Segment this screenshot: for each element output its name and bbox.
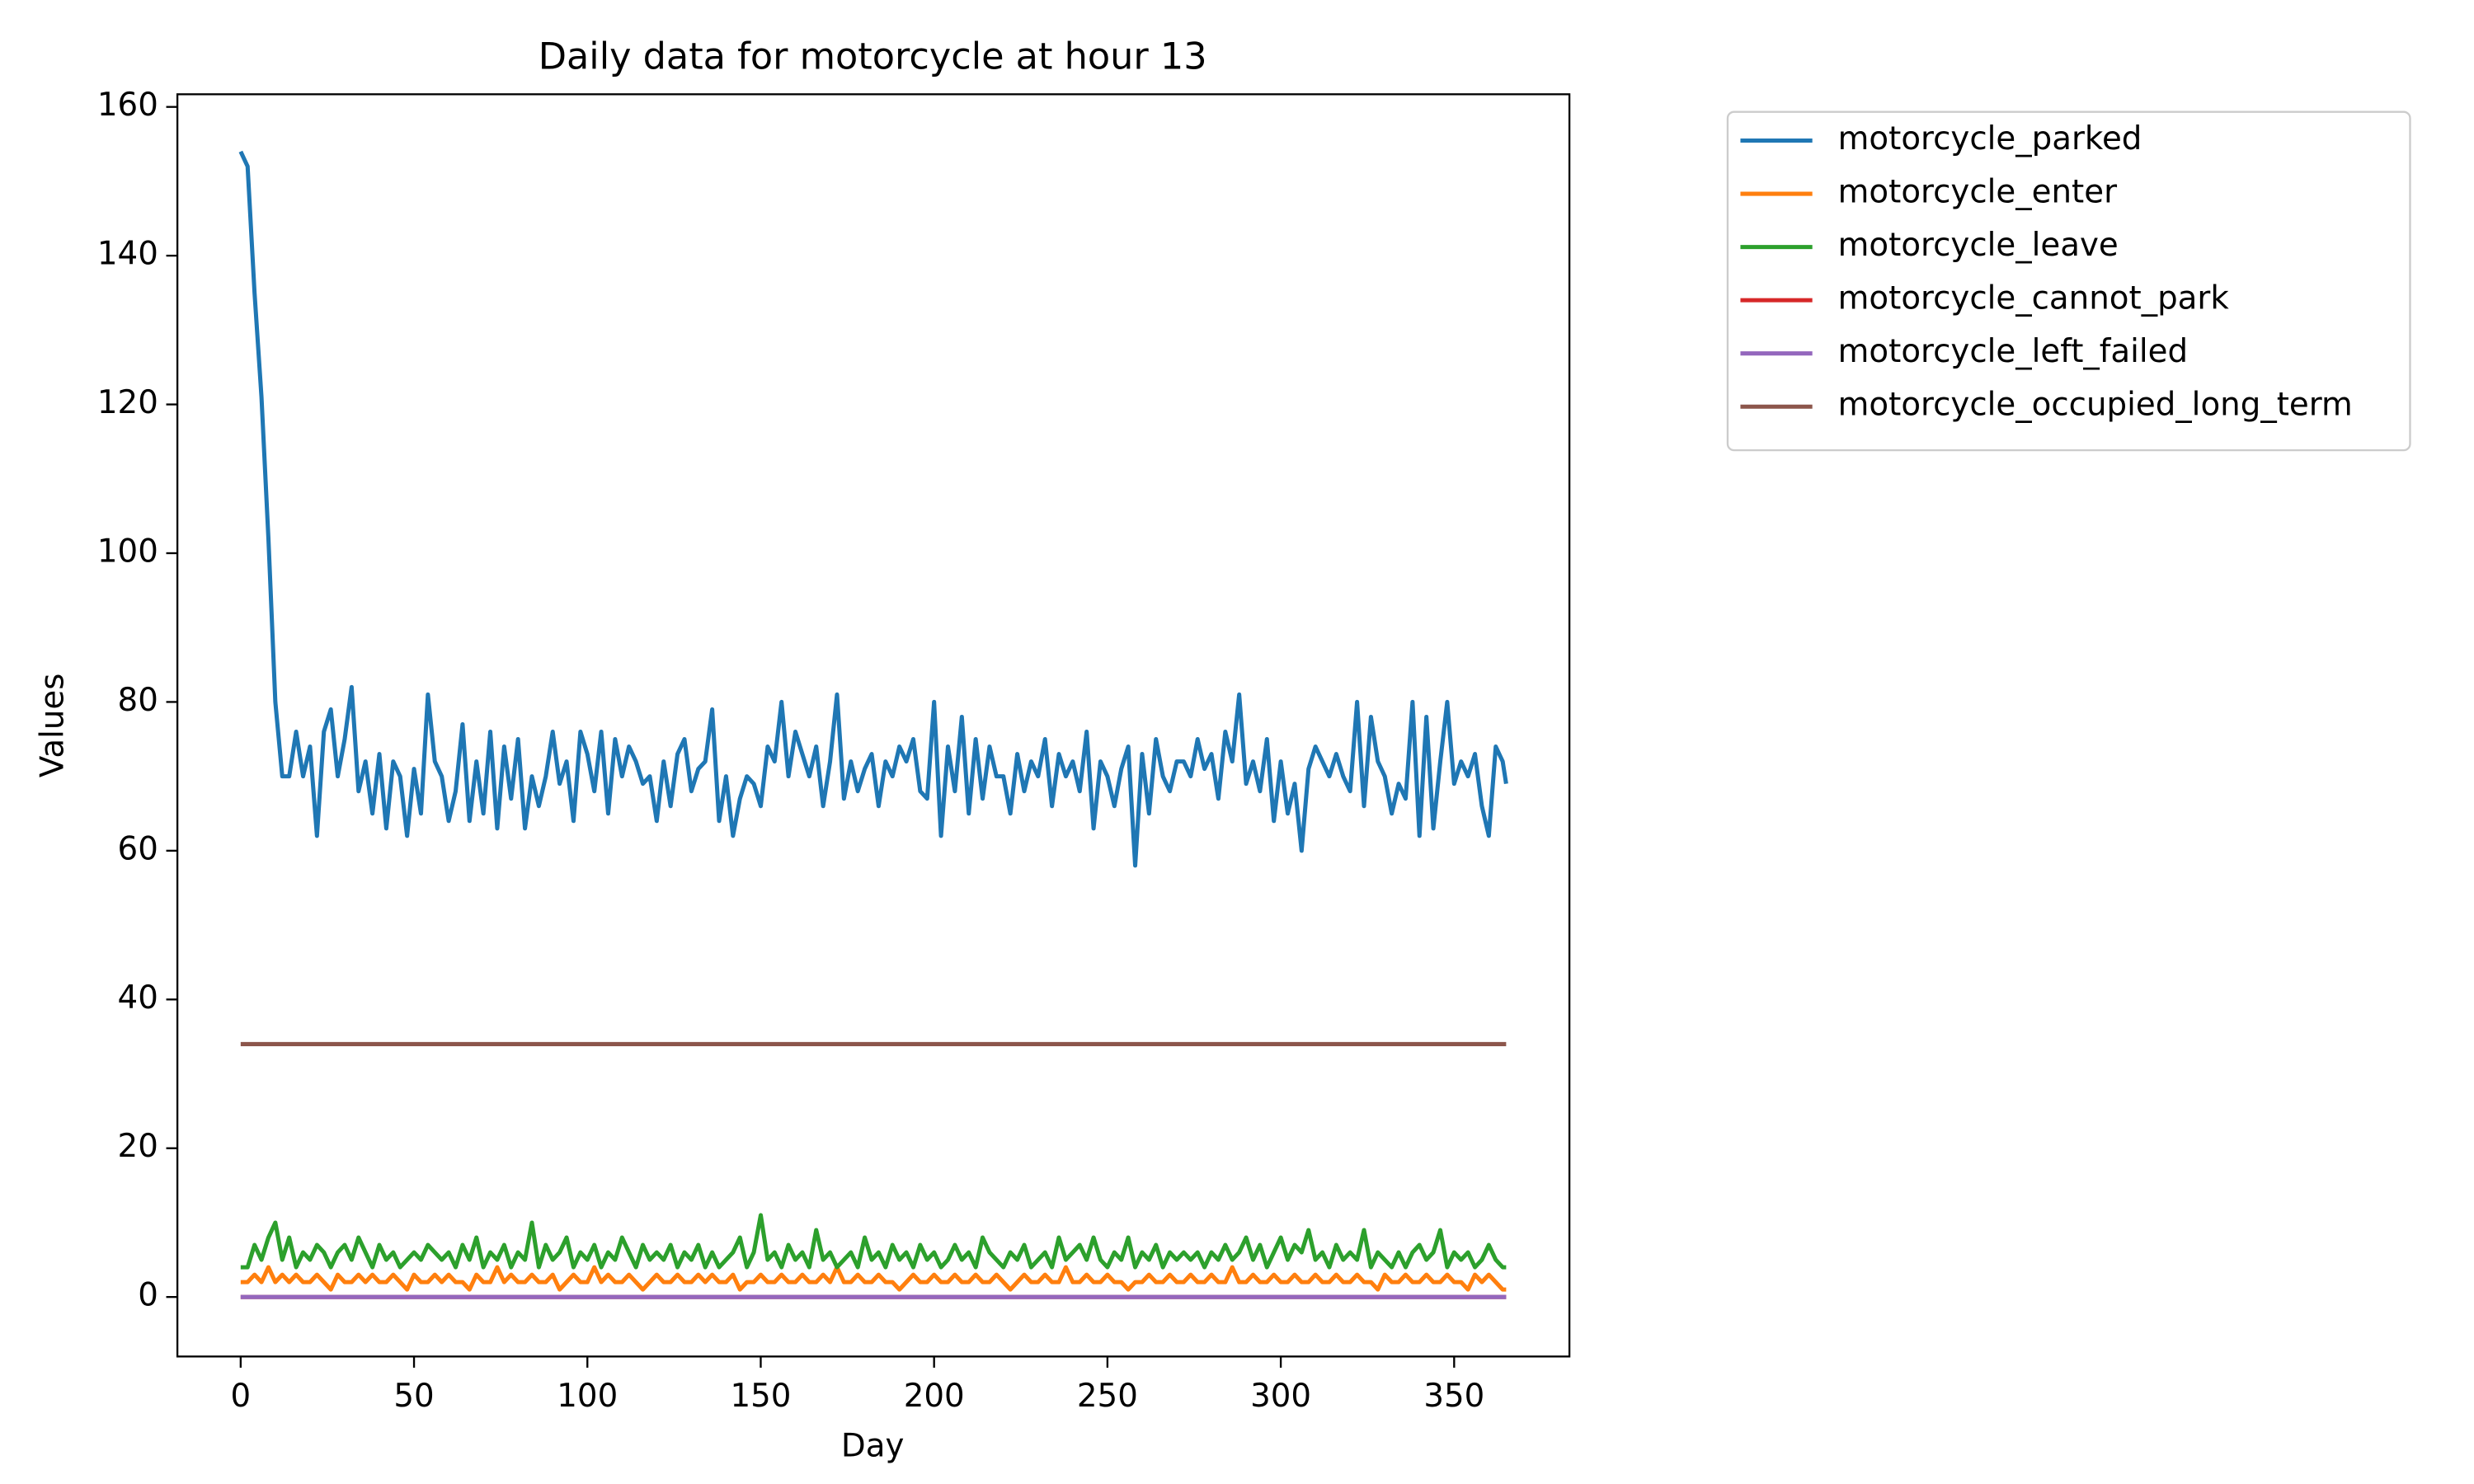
x-tick-label: 250 bbox=[1077, 1378, 1138, 1415]
legend-label: motorcycle_left_failed bbox=[1838, 333, 2188, 370]
y-tick-label: 120 bbox=[97, 384, 158, 421]
legend: motorcycle_parked motorcycle_entermotorcy… bbox=[1726, 110, 2411, 452]
x-tick-label: 100 bbox=[557, 1378, 618, 1415]
legend-label: motorcycle_cannot_park bbox=[1838, 280, 2230, 317]
legend-label: motorcycle_parked bbox=[1838, 120, 2142, 157]
series-line bbox=[240, 1213, 1507, 1270]
y-tick-label: 60 bbox=[118, 830, 158, 867]
y-tick-label: 0 bbox=[138, 1277, 158, 1314]
x-axis-label: Day bbox=[841, 1427, 905, 1464]
y-tick-label: 100 bbox=[97, 533, 158, 570]
y-axis-label: Values bbox=[34, 674, 71, 778]
y-tick-label: 20 bbox=[118, 1128, 158, 1165]
x-tick-label: 0 bbox=[231, 1378, 252, 1415]
y-tick-label: 80 bbox=[118, 682, 158, 719]
x-tick-label: 350 bbox=[1423, 1378, 1484, 1415]
legend-label: motorcycle_occupied_long_term bbox=[1838, 387, 2353, 424]
y-tick-label: 160 bbox=[97, 87, 158, 124]
y-tick-label: 140 bbox=[97, 236, 158, 273]
x-tick-label: 150 bbox=[730, 1378, 791, 1415]
legend-label: motorcycle_leave bbox=[1838, 227, 2119, 264]
series-line bbox=[240, 1265, 1507, 1292]
y-tick-label: 40 bbox=[118, 979, 158, 1017]
x-tick-label: 200 bbox=[904, 1378, 965, 1415]
legend-box bbox=[1726, 110, 2411, 452]
series-line bbox=[238, 150, 1508, 868]
chart-title: Daily data for motorcycle at hour 13 bbox=[539, 35, 1207, 78]
plot-frame bbox=[176, 93, 1571, 1358]
legend-label: motorcycle_enter bbox=[1838, 174, 2117, 211]
x-tick-label: 50 bbox=[393, 1378, 434, 1415]
x-tick-label: 300 bbox=[1250, 1378, 1311, 1415]
